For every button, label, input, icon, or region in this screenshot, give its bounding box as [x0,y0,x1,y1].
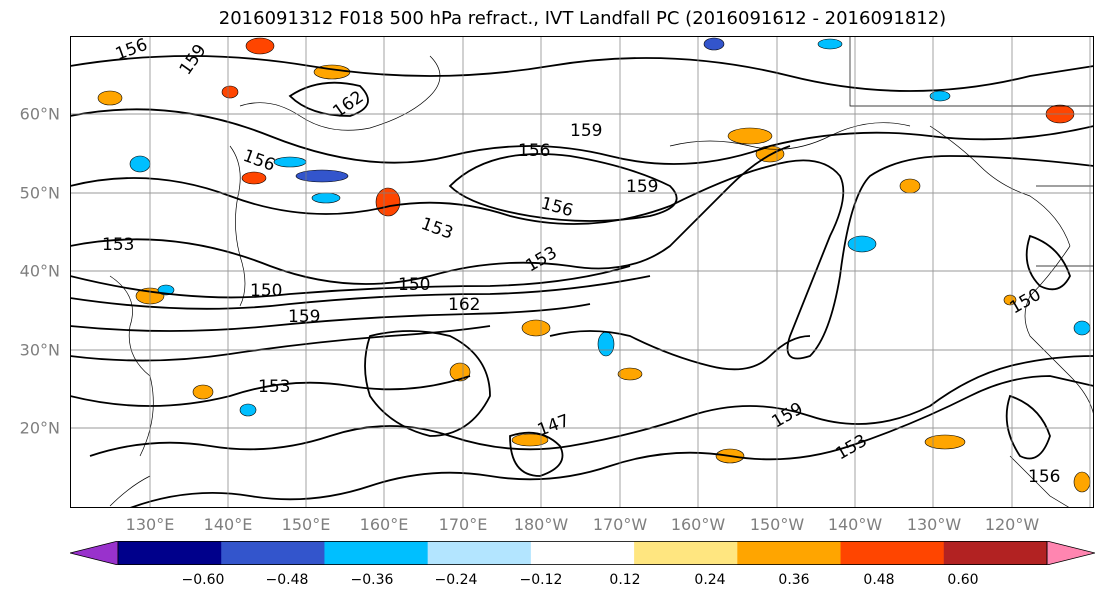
figure-title: 2016091312 F018 500 hPa refract., IVT La… [218,8,947,29]
colorbar-segment [324,541,429,565]
contour-label: 153 [102,235,134,255]
lon-label: 120°W [984,515,1040,534]
colorbar-extend-low [70,541,119,565]
colorbar-segment [840,541,945,565]
colorbar-tick-label: 0.12 [609,572,641,588]
lon-label: 130°W [906,515,962,534]
lat-label: 50°N [19,183,60,203]
contour-label: 150 [250,281,282,301]
contour-label: 159 [626,177,658,197]
contour-label: 156 [518,141,550,161]
colorbar-segment [118,541,222,565]
lon-label: 130°E [125,515,175,534]
lon-label: 150°E [281,515,331,534]
contour-label: 159 [570,121,602,141]
map-plot-area: 156 159 162 156 159 156 159 156 153 150 … [70,36,1094,508]
colorbar-tick-label: −0.24 [434,572,478,588]
lon-label: 180°W [513,515,569,534]
lon-label: 160°E [359,515,409,534]
colorbar-segment [427,541,532,565]
colorbar-tick-label: 0.24 [694,572,726,588]
contour-label: 153 [258,377,290,397]
colorbar [70,541,1095,565]
colorbar-segment [737,541,842,565]
colorbar-tick-label: −0.48 [265,572,309,588]
contour-label: 156 [1028,467,1060,487]
colorbar-tick-label: 0.60 [947,572,979,588]
colorbar-segment [530,541,635,565]
colorbar-segment [634,541,738,565]
lon-label: 170°E [438,515,488,534]
colorbar-tick-label: −0.36 [350,572,394,588]
colorbar-tick-label: 0.48 [863,572,895,588]
lat-label: 40°N [19,261,60,281]
colorbar-extend-high [1046,541,1095,565]
colorbar-segment [221,541,325,565]
contour-label: 159 [288,307,320,327]
lat-label: 30°N [19,340,60,360]
contour-label: 162 [448,295,480,315]
lon-label: 170°W [592,515,648,534]
lon-label: 140°W [827,515,883,534]
lat-label: 60°N [19,104,60,124]
lon-label: 140°E [203,515,253,534]
map-frame [70,36,1094,508]
colorbar-tick-label: 0.36 [778,572,810,588]
lon-label: 160°W [670,515,726,534]
colorbar-tick-label: −0.12 [519,572,563,588]
contour-label: 150 [398,275,430,295]
lon-label: 150°W [749,515,805,534]
height-contours [70,55,1094,508]
colorbar-tick-label: −0.60 [181,572,225,588]
lat-label: 20°N [19,418,60,438]
colorbar-frame [117,541,1048,565]
colorbar-segment [943,541,1048,565]
graticule [70,36,1094,508]
